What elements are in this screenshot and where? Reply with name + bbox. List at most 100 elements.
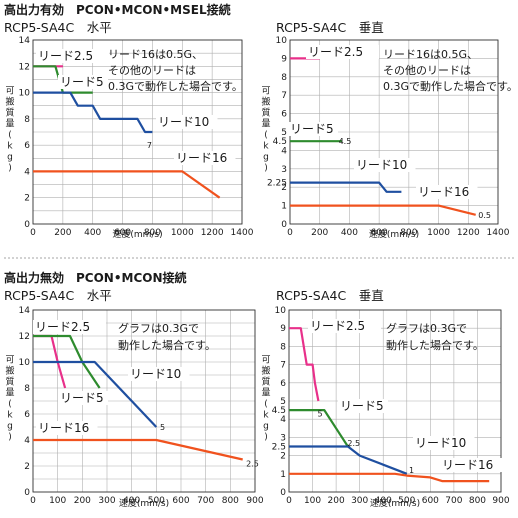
y-tick-label: 0 (24, 220, 30, 230)
x-tick-label: 400 (84, 228, 101, 238)
series-label: リード2.5 (310, 319, 365, 333)
x-tick-label: 100 (304, 496, 321, 506)
y-tick-label: 4 (280, 415, 286, 425)
series-label-bg (36, 49, 109, 63)
x-tick-label: 200 (311, 228, 328, 238)
x-tick-label: 100 (49, 496, 66, 506)
series-label-bg (36, 421, 98, 435)
chart-title: RCP5-SA4C 垂直 (276, 288, 384, 303)
series-label: リード16 (176, 151, 227, 165)
series-label: リード16 (442, 458, 493, 472)
series-label-bg (354, 158, 416, 172)
y-tick-label: 1 (280, 470, 286, 480)
series-label-bg (306, 45, 379, 59)
y-tick-label: 14 (19, 306, 31, 316)
y-tick-label: 8 (281, 73, 287, 83)
y-axis-label: 可搬質量(k g) (261, 355, 270, 443)
x-tick-label: 0 (287, 228, 293, 238)
y-tick-label: 5 (280, 397, 286, 407)
y-tick-label: 1 (281, 202, 287, 212)
chart-note: リード16は0.5G、 (383, 48, 478, 61)
series-label: リード10 (158, 115, 209, 129)
y-tick-label: 3 (280, 433, 286, 443)
x-tick-label: 600 (371, 228, 388, 238)
x-tick-label: 0 (286, 496, 292, 506)
series-label-bg (308, 319, 381, 333)
x-tick-label: 1200 (201, 228, 224, 238)
x-tick-label: 800 (222, 496, 239, 506)
chart-note: リード16は0.5G、 (108, 48, 203, 61)
x-tick-label: 1400 (231, 228, 254, 238)
y-tick-label: 6 (24, 141, 30, 151)
x-tick-label: 400 (341, 228, 358, 238)
series-line (33, 334, 101, 389)
y-tick-label: 8 (24, 115, 30, 125)
data-label: 5 (318, 410, 323, 419)
y-tick-label: 0 (24, 488, 30, 498)
data-label: 2.5 (347, 439, 360, 448)
y-tick-label: 4 (24, 436, 30, 446)
y-tick-label: 0 (281, 220, 287, 230)
chart-note: その他のリードは (108, 64, 196, 77)
y-tick-label: 4 (281, 146, 287, 156)
series-line (289, 327, 320, 402)
x-tick-label: 800 (469, 496, 486, 506)
series-label: リード16 (38, 421, 89, 435)
plot-frame (32, 309, 256, 493)
chart-3: RCP5-SA4C 水平 0 2 4 6 8 10 12 14 0 100 200 300 400 500 6… (4, 288, 264, 509)
y-axis-label: 可搬質量(k g) (5, 355, 14, 443)
series-line (33, 170, 221, 199)
series-label: リード16 (418, 185, 469, 199)
series-line (33, 91, 153, 134)
series-label-bg (58, 391, 108, 405)
x-tick-label: 700 (445, 496, 462, 506)
x-tick-label: 1200 (457, 228, 480, 238)
series-label: リード10 (415, 436, 466, 450)
chart-1: RCP5-SA4C 水平 0 2 4 6 8 10 12 14 0 200 400 600 800 1000… (4, 20, 254, 240)
y-tick-label: 9 (280, 324, 286, 334)
x-tick-label: 200 (54, 228, 71, 238)
x-tick-label: 200 (74, 496, 91, 506)
x-tick-label: 1000 (427, 228, 450, 238)
y-tick-label: 10 (275, 306, 287, 316)
y-tick-label: 2.5 (272, 443, 286, 453)
data-label: 5 (160, 423, 165, 432)
series-label: リード2.5 (35, 320, 90, 334)
chart-note: その他のリードは (383, 64, 471, 77)
x-tick-label: 300 (351, 496, 368, 506)
series-label-bg (128, 367, 190, 381)
x-tick-label: 900 (246, 496, 263, 506)
y-tick-label: 2 (24, 194, 30, 204)
x-tick-label: 300 (98, 496, 115, 506)
x-tick-label: 0 (30, 228, 36, 238)
series-label-bg (338, 399, 388, 413)
y-tick-label: 14 (19, 36, 31, 46)
chart-note: 0.3Gで動作した場合です。 (383, 79, 518, 93)
y-tick-label: 10 (276, 36, 288, 46)
x-tick-label: 600 (114, 228, 131, 238)
series-label-bg (288, 122, 338, 136)
series-label: リード10 (130, 367, 181, 381)
x-tick-label: 1000 (171, 228, 194, 238)
series-line (33, 360, 158, 428)
x-tick-label: 700 (197, 496, 214, 506)
chart-note: グラフは0.3Gで (118, 321, 199, 335)
x-tick-label: 800 (400, 228, 417, 238)
data-label: 2.5 (246, 459, 259, 468)
data-label: 0.5 (478, 211, 491, 220)
data-label: 7 (147, 141, 152, 150)
x-tick-label: 1400 (487, 228, 510, 238)
y-tick-label: 9 (281, 54, 287, 64)
y-tick-label: 10 (19, 358, 31, 368)
x-tick-label: 400 (123, 496, 140, 506)
series-label-bg (156, 115, 218, 129)
x-tick-label: 0 (30, 496, 36, 506)
series-label-bg (174, 151, 236, 165)
series-label: リード2.5 (308, 45, 363, 59)
y-tick-label: 4 (24, 167, 30, 177)
plot-frame (32, 39, 243, 225)
y-tick-label: 8 (24, 384, 30, 394)
